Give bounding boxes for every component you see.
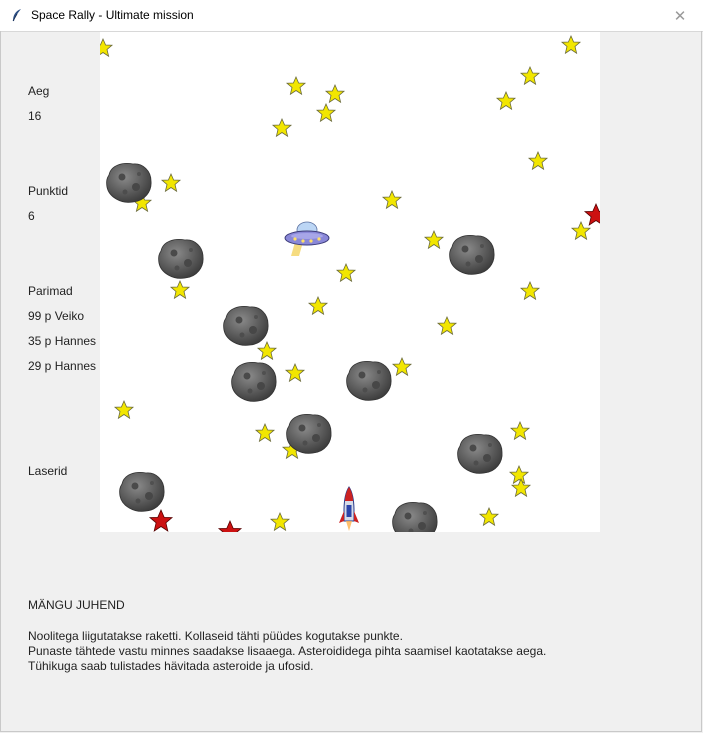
- time-label: Aeg: [28, 84, 50, 98]
- window-title: Space Rally - Ultimate mission: [31, 8, 194, 22]
- yellow-star-icon: [257, 341, 277, 360]
- best-score-entry: 29 p Hannes: [28, 359, 97, 373]
- yellow-star-icon: [571, 221, 591, 240]
- red-star-icon: [149, 509, 173, 532]
- yellow-star-icon: [285, 363, 305, 382]
- instructions-line: Tühikuga saab tulistades hävitada astero…: [28, 659, 314, 673]
- asteroid-icon: [119, 471, 165, 512]
- yellow-star-icon: [161, 173, 181, 192]
- yellow-star-icon: [114, 400, 134, 419]
- yellow-star-icon: [528, 151, 548, 170]
- score-label: Punktid: [28, 184, 69, 198]
- yellow-star-icon: [336, 263, 356, 282]
- yellow-star-icon: [561, 35, 581, 54]
- asteroid-icon: [158, 238, 204, 279]
- instructions-line: Noolitega liigutatakse raketti. Kollasei…: [28, 629, 403, 643]
- asteroid-icon: [392, 501, 438, 532]
- close-icon: ✕: [673, 7, 687, 25]
- title-bar: Space Rally - Ultimate mission ✕: [0, 0, 703, 32]
- game-canvas[interactable]: [100, 32, 600, 532]
- yellow-star-icon: [272, 118, 292, 137]
- score-value: 6: [28, 209, 35, 223]
- rocket-icon: [339, 486, 359, 531]
- yellow-star-icon: [520, 66, 540, 85]
- yellow-star-icon: [255, 423, 275, 442]
- window-frame: [0, 31, 702, 732]
- lasers-label: Laserid: [28, 464, 68, 478]
- yellow-star-icon: [479, 507, 499, 526]
- red-star-icon: [218, 520, 242, 532]
- yellow-star-icon: [520, 281, 540, 300]
- best-scores-label: Parimad: [28, 284, 73, 298]
- yellow-star-icon: [270, 512, 290, 531]
- asteroid-icon: [106, 162, 152, 203]
- best-score-entry: 35 p Hannes: [28, 334, 97, 348]
- time-value: 16: [28, 109, 42, 123]
- yellow-star-icon: [286, 76, 306, 95]
- close-button[interactable]: ✕: [657, 0, 703, 31]
- yellow-star-icon: [325, 84, 345, 103]
- asteroid-icon: [346, 360, 392, 401]
- asteroid-icon: [231, 361, 277, 402]
- instructions-line: Punaste tähtede vastu minnes saadakse li…: [28, 644, 547, 658]
- asteroid-icon: [457, 433, 503, 474]
- asteroid-icon: [449, 234, 495, 275]
- yellow-star-icon: [496, 91, 516, 110]
- best-score-entry: 99 p Veiko: [28, 309, 85, 323]
- yellow-star-icon: [100, 38, 113, 57]
- red-star-icon: [584, 203, 600, 226]
- yellow-star-icon: [437, 316, 457, 335]
- yellow-star-icon: [509, 465, 529, 484]
- yellow-star-icon: [382, 190, 402, 209]
- feather-icon: [12, 9, 21, 22]
- yellow-star-icon: [424, 230, 444, 249]
- yellow-star-icon: [510, 421, 530, 440]
- yellow-star-icon: [170, 280, 190, 299]
- instructions-title: MÄNGU JUHEND: [28, 598, 125, 612]
- asteroid-icon: [286, 413, 332, 454]
- yellow-star-icon: [392, 357, 412, 376]
- game-scene: [100, 35, 600, 532]
- yellow-star-icon: [316, 103, 336, 122]
- instructions-text: Noolitega liigutatakse raketti. Kollasei…: [28, 629, 546, 674]
- ufo-icon: [284, 221, 330, 256]
- yellow-star-icon: [308, 296, 328, 315]
- asteroid-icon: [223, 305, 269, 346]
